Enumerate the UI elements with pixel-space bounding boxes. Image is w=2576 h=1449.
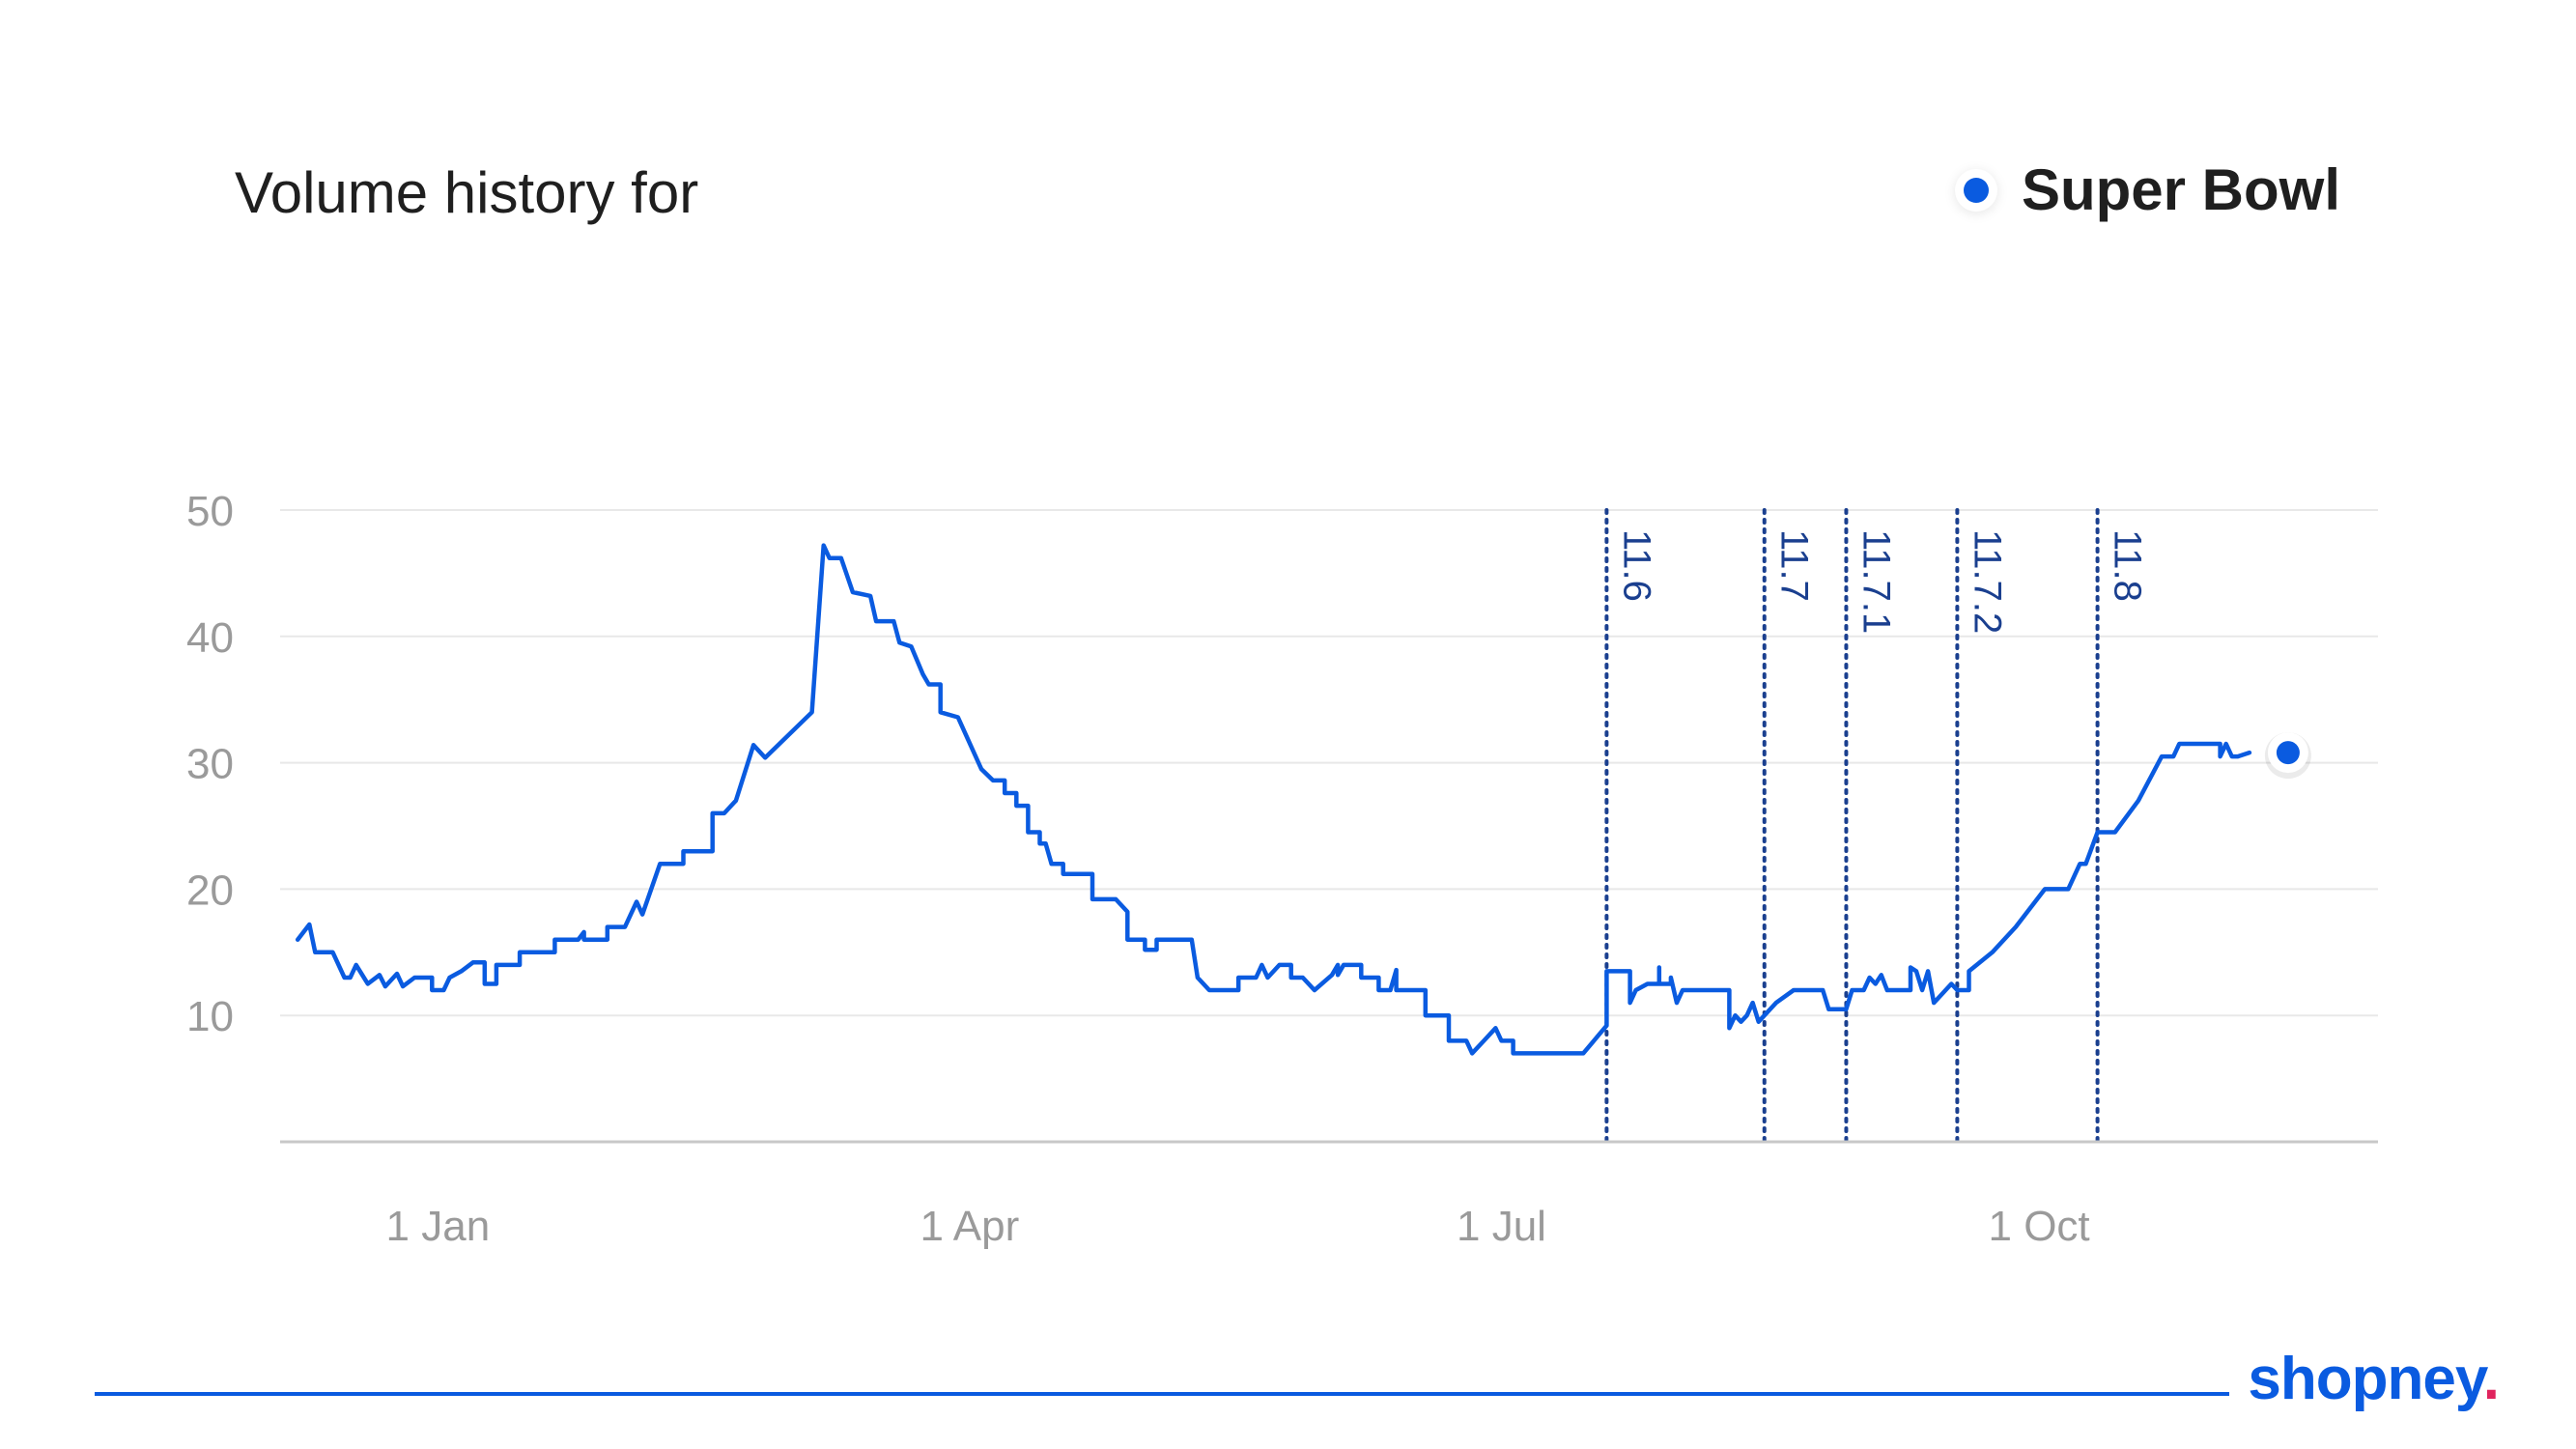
- release-annotations: 11.6 11.7 11.7.1 11.7.2 11.8: [1604, 508, 2149, 1144]
- footer-divider: [95, 1392, 2229, 1396]
- logo-dot: .: [2482, 1346, 2500, 1412]
- shopney-logo[interactable]: shopney.: [2248, 1345, 2500, 1413]
- legend[interactable]: Super Bowl: [1963, 156, 2340, 223]
- legend-label: Super Bowl: [2021, 157, 2340, 222]
- annotation-label: 11.7: [1773, 529, 1816, 602]
- x-tick-label: 1 Jul: [1457, 1203, 1546, 1250]
- last-point-marker: [2276, 741, 2300, 765]
- annotation-label: 11.8: [2107, 529, 2149, 602]
- series-super-bowl: [295, 543, 2311, 1056]
- y-tick-label-50: 50: [186, 488, 234, 535]
- y-tick-label-20: 20: [186, 867, 234, 914]
- annotation-label: 11.7.1: [1854, 529, 1897, 634]
- legend-marker-icon: [1963, 177, 1989, 203]
- x-tick-label: 1 Jan: [386, 1203, 491, 1250]
- y-tick-label-40: 40: [186, 614, 234, 662]
- axes: 10 20 30 40 50 1 Jan 1 Apr 1 Jul 1 Oct: [186, 488, 2378, 1250]
- chart-title: Volume history for: [235, 160, 699, 225]
- series-line: [295, 543, 2252, 1056]
- x-tick-label: 1 Oct: [1989, 1203, 2090, 1250]
- x-tick-label: 1 Apr: [920, 1203, 1020, 1250]
- annotation-label: 11.7.2: [1966, 529, 2008, 634]
- annotation-label: 11.6: [1615, 529, 1657, 602]
- grid-lines: [280, 509, 2378, 1017]
- y-tick-label-10: 10: [186, 993, 234, 1040]
- logo-text: shopney: [2248, 1346, 2483, 1412]
- y-tick-label-30: 30: [186, 741, 234, 788]
